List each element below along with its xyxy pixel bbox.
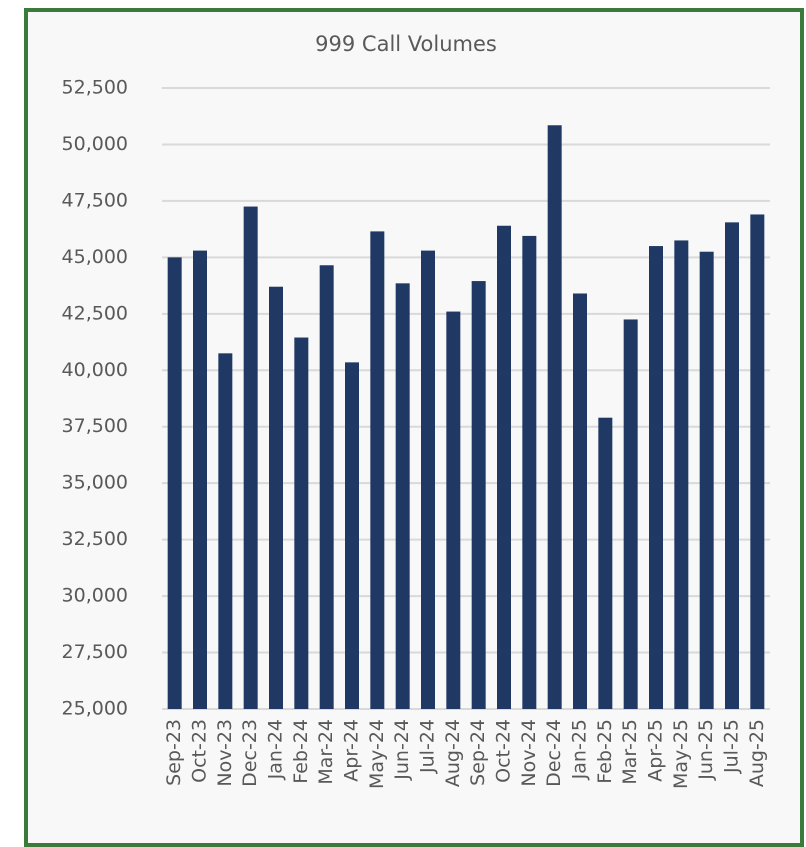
y-tick-label: 50,000	[62, 133, 128, 155]
bar	[623, 319, 638, 709]
x-tick-label: Nov-23	[214, 719, 236, 787]
y-tick-label: 30,000	[62, 585, 128, 607]
x-tick-label: Oct-23	[189, 719, 211, 783]
y-tick-label: 25,000	[62, 698, 128, 720]
bar	[345, 362, 359, 709]
bar	[395, 283, 410, 709]
bar	[598, 417, 613, 709]
chart-title: 999 Call Volumes	[315, 32, 497, 56]
x-tick-label: Oct-24	[493, 719, 515, 783]
bar	[750, 214, 765, 709]
bar	[294, 337, 309, 709]
bar	[269, 286, 283, 709]
bar	[446, 311, 461, 709]
x-tick-label: Sep-23	[163, 719, 185, 786]
bar	[319, 265, 334, 709]
x-tick-label: Jun-24	[391, 719, 413, 781]
x-tick-label: May-25	[670, 719, 692, 789]
y-tick-label: 52,500	[62, 77, 128, 99]
x-tick-label: Aug-24	[442, 719, 464, 787]
x-tick-label: Nov-24	[518, 719, 540, 787]
x-tick-label: Jun-25	[695, 719, 717, 781]
x-tick-label: Dec-23	[239, 719, 261, 787]
x-tick-label: Jan-24	[265, 719, 287, 780]
bar	[370, 231, 385, 710]
y-tick-label: 32,500	[62, 528, 128, 550]
x-tick-label: Dec-24	[543, 719, 565, 787]
y-tick-label: 37,500	[62, 415, 128, 437]
y-tick-label: 35,000	[62, 472, 128, 494]
bar	[421, 250, 435, 709]
x-tick-label: Aug-25	[746, 719, 768, 787]
y-tick-label: 27,500	[62, 641, 128, 663]
bar	[243, 206, 258, 709]
bar	[167, 257, 182, 709]
bar	[218, 353, 233, 709]
y-tick-label: 40,000	[62, 359, 128, 381]
x-tick-label: Jul-25	[721, 719, 743, 774]
x-tick-label: Apr-24	[341, 719, 363, 782]
x-tick-label: Mar-24	[315, 719, 337, 785]
bar	[649, 246, 663, 709]
bar	[497, 225, 511, 709]
bar	[674, 240, 689, 709]
x-tick-label: Mar-25	[619, 719, 641, 785]
y-tick-label: 42,500	[62, 302, 128, 324]
bar	[699, 251, 714, 709]
x-tick-label: May-24	[366, 719, 388, 789]
x-tick-label: Jan-25	[569, 719, 591, 780]
bar	[573, 293, 587, 709]
bar	[193, 250, 207, 709]
bar	[471, 281, 486, 709]
y-tick-label: 45,000	[62, 246, 128, 268]
x-tick-label: Feb-25	[594, 719, 616, 784]
y-tick-label: 47,500	[62, 189, 128, 211]
bar	[522, 235, 537, 710]
x-tick-label: Jul-24	[417, 719, 439, 774]
bar	[725, 222, 739, 709]
bar	[547, 125, 562, 709]
x-tick-label: Feb-24	[290, 719, 312, 784]
x-tick-label: Apr-25	[645, 719, 667, 782]
x-tick-label: Sep-24	[467, 719, 489, 786]
